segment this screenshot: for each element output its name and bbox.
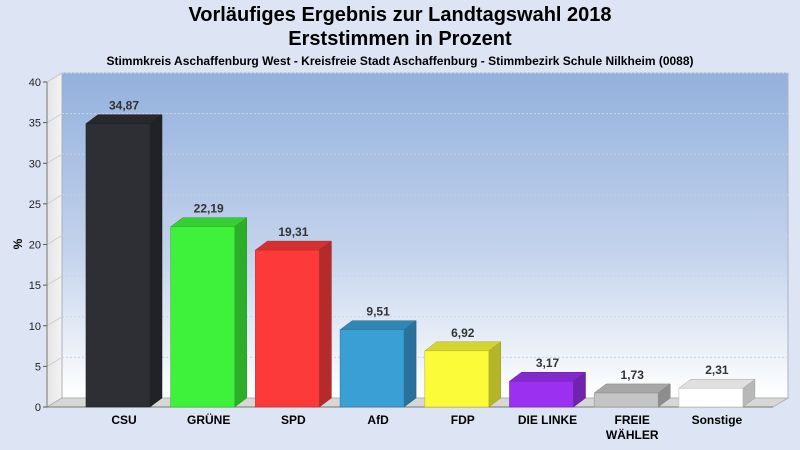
bar-value-label: 6,92: [451, 326, 475, 340]
bar-side: [319, 240, 332, 408]
bar-7: [678, 378, 756, 408]
bar-front: [593, 392, 659, 408]
y-tick-label: 40: [29, 77, 41, 89]
gridline-side: [46, 356, 63, 367]
bar-top: [254, 240, 333, 251]
y-tick-label: 15: [29, 280, 41, 292]
bar-value-label: 22,19: [194, 202, 224, 216]
bar-side: [234, 217, 247, 408]
bar-top: [678, 378, 756, 389]
bar-3: [339, 320, 417, 408]
y-tick-label: 10: [29, 321, 41, 333]
bar-top: [169, 217, 248, 227]
bar-value-label: 3,17: [536, 356, 560, 370]
bar-front: [255, 249, 320, 408]
y-tick-label: 0: [35, 402, 41, 414]
bar-front: [678, 387, 744, 408]
bar-2: [254, 240, 333, 408]
bar-0: [85, 114, 163, 408]
gridline-side: [46, 275, 63, 286]
bar-value-label: 2,31: [705, 363, 729, 377]
y-tick-label: 25: [29, 199, 41, 211]
gridline-side: [46, 194, 63, 205]
bar-front: [170, 226, 235, 408]
x-tick-label: FREIE: [615, 413, 650, 427]
bar-top: [339, 320, 417, 330]
bar-side: [149, 114, 163, 408]
gridline-side: [46, 316, 63, 327]
bar-top: [424, 341, 502, 352]
bar-4: [424, 341, 502, 408]
chart-title-line1: Vorläufiges Ergebnis zur Landtagswahl 20…: [188, 4, 612, 26]
y-tick-label: 30: [29, 158, 41, 170]
x-tick-label: DIE LINKE: [518, 413, 577, 427]
bar-front: [85, 123, 151, 408]
y-tick-label: 5: [35, 361, 41, 373]
x-tick-label: CSU: [111, 413, 136, 427]
bar-front: [339, 329, 405, 408]
chart-subtitle: Stimmkreis Aschaffenburg West - Kreisfre…: [106, 54, 694, 68]
x-tick-label: SPD: [281, 413, 306, 427]
y-tick-label: 20: [29, 240, 41, 252]
gridline-side: [46, 153, 63, 164]
x-tick-label: FDP: [451, 413, 475, 427]
bar-front: [424, 350, 490, 408]
bar-front: [509, 380, 574, 408]
x-tick-label: WÄHLER: [606, 427, 659, 442]
y-axis-label: %: [11, 238, 25, 249]
gridline-side: [46, 72, 63, 83]
bar-side: [488, 341, 502, 408]
y-tick-label: 35: [29, 118, 41, 130]
bar-value-label: 9,51: [366, 305, 390, 319]
bar-5: [508, 371, 587, 408]
bar-side: [403, 320, 417, 408]
gridline-side: [46, 235, 63, 245]
bar-top: [85, 114, 163, 124]
bar-value-label: 1,73: [621, 368, 645, 382]
bar-top: [593, 383, 671, 394]
chart-title-line2: Erststimmen in Prozent: [288, 28, 512, 50]
bar-top: [508, 371, 587, 382]
gridline-side: [46, 113, 63, 124]
bar-1: [169, 217, 248, 408]
bar-6: [593, 383, 671, 408]
x-tick-label: Sonstige: [692, 413, 743, 427]
x-tick-label: GRÜNE: [187, 412, 230, 427]
x-tick-label: AfD: [367, 413, 389, 427]
bar-value-label: 19,31: [278, 225, 308, 239]
bar-value-label: 34,87: [109, 99, 139, 113]
